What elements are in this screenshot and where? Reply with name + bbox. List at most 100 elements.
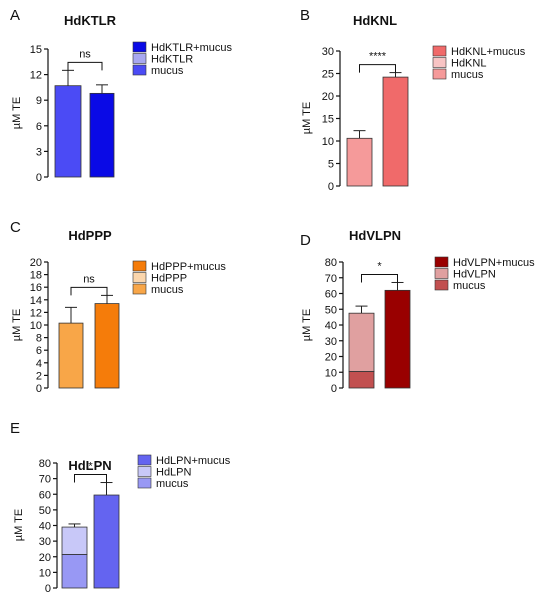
y-tick-label: 30	[39, 536, 51, 548]
legend-label: HdPPP+mucus	[151, 261, 226, 273]
significance-bracket	[359, 64, 396, 73]
y-tick-label: 4	[36, 358, 42, 370]
y-tick-label: 14	[30, 295, 42, 307]
y-tick-label: 16	[30, 282, 42, 294]
legend-label: HdKNL+mucus	[451, 46, 526, 58]
legend-swatch	[132, 53, 147, 64]
panel-letter: A	[10, 7, 20, 24]
bar-mucus	[54, 85, 82, 178]
chart-title: HdLPN	[68, 458, 111, 473]
y-tick-label: 50	[325, 304, 337, 316]
y-tick-label: 0	[45, 583, 51, 595]
bar-hdvlpn-mucus	[384, 289, 411, 389]
bar-hdlpn-mucus	[93, 494, 120, 589]
y-tick-label: 30	[325, 336, 337, 348]
panel-letter: C	[10, 219, 21, 236]
panel-letter: E	[10, 420, 20, 437]
y-tick-label: 6	[36, 121, 42, 133]
y-tick-label: 15	[322, 114, 334, 126]
bar-hdktlr-mucus	[89, 92, 115, 178]
y-tick-label: 0	[328, 181, 334, 193]
panel-letter: B	[300, 7, 310, 24]
legend-label: HdLPN	[156, 467, 192, 479]
y-tick-label: 10	[30, 320, 42, 332]
bar-mucus	[346, 137, 373, 187]
y-tick-label: 10	[39, 567, 51, 579]
significance-label: ns	[83, 273, 95, 285]
y-tick-label: 9	[36, 95, 42, 107]
y-tick-label: 25	[322, 69, 334, 81]
significance-bracket	[74, 474, 107, 483]
legend-swatch	[434, 256, 449, 268]
legend-label: mucus	[453, 280, 486, 292]
y-tick-label: 18	[30, 270, 42, 282]
legend-label: mucus	[151, 65, 184, 77]
y-tick-label: 80	[325, 257, 337, 269]
y-tick-label: 40	[39, 521, 51, 533]
y-tick-label: 12	[30, 307, 42, 319]
legend-swatch	[137, 466, 152, 477]
legend-label: mucus	[151, 284, 184, 296]
legend-label: HdVLPN+mucus	[453, 257, 535, 269]
bar-mucus	[348, 371, 375, 389]
chart-title: HdVLPN	[349, 228, 401, 243]
y-tick-label: 40	[325, 320, 337, 332]
legend-label: HdKTLR+mucus	[151, 42, 233, 54]
panel-letter: D	[300, 232, 311, 249]
bar-hdknl-mucus	[382, 76, 409, 187]
y-tick-label: 10	[322, 136, 334, 148]
legend-swatch	[434, 279, 449, 291]
legend-swatch	[132, 41, 147, 53]
legend-swatch	[434, 268, 449, 279]
y-tick-label: 2	[36, 370, 42, 382]
significance-label: ns	[79, 48, 91, 60]
bar-hdlpn	[61, 526, 88, 555]
y-axis-label: µM TE	[11, 97, 23, 129]
legend-label: HdVLPN	[453, 269, 496, 281]
y-tick-label: 20	[30, 257, 42, 269]
y-tick-label: 0	[36, 172, 42, 184]
bar-hdvlpn	[348, 312, 375, 372]
legend-swatch	[132, 283, 147, 295]
legend-swatch	[132, 64, 147, 76]
y-tick-label: 6	[36, 345, 42, 357]
y-tick-label: 15	[30, 44, 42, 56]
y-tick-label: 20	[325, 352, 337, 364]
y-tick-label: 0	[36, 383, 42, 395]
legend-label: HdKNL	[451, 58, 486, 70]
y-tick-label: 10	[325, 367, 337, 379]
legend-swatch	[137, 477, 152, 489]
y-tick-label: 3	[36, 146, 42, 158]
legend-swatch	[432, 68, 447, 80]
significance-label: *	[88, 461, 93, 473]
bar-mucus	[61, 554, 88, 589]
chart-title: HdPPP	[68, 228, 112, 243]
chart-panel-e: E HdLPN µM TE 0 10 20 30 40 50 60 70 80 * HdLPN+mucus…	[10, 420, 231, 595]
y-tick-label: 70	[325, 273, 337, 285]
legend-swatch	[132, 272, 147, 283]
legend-swatch	[137, 454, 152, 466]
legend-label: HdKTLR	[151, 54, 193, 66]
significance-bracket	[361, 273, 398, 283]
legend-label: HdLPN+mucus	[156, 455, 231, 467]
y-tick-label: 20	[322, 91, 334, 103]
y-tick-label: 20	[39, 552, 51, 564]
y-tick-label: 80	[39, 458, 51, 470]
bar-mucus	[58, 322, 84, 389]
y-axis-label: µM TE	[13, 509, 25, 541]
legend-swatch	[432, 45, 447, 57]
y-tick-label: 60	[39, 489, 51, 501]
chart-title: HdKNL	[353, 13, 397, 28]
significance-bracket	[70, 286, 108, 296]
bar-hdppp-mucus	[94, 303, 120, 389]
y-tick-label: 60	[325, 289, 337, 301]
chart-title: HdKTLR	[64, 13, 117, 28]
legend-swatch	[432, 57, 447, 68]
chart-panel-d: D HdVLPN µM TE 0 10 20 30 40 50 60 70 80 * HdVLPN+muc…	[300, 228, 535, 395]
y-axis-label: µM TE	[301, 309, 313, 341]
y-tick-label: 70	[39, 474, 51, 486]
